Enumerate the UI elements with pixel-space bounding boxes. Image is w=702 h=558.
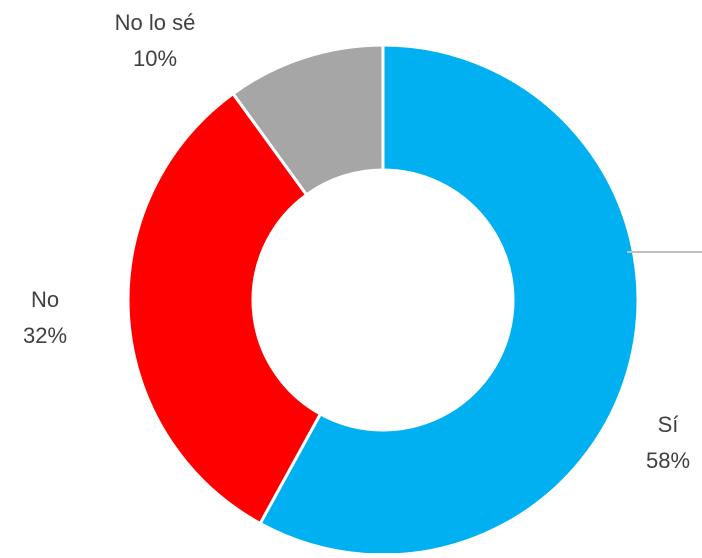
slice-no-lo-se [231,43,385,197]
slice-label-si: Sí [658,412,679,437]
slice-label-no-lo-se: No lo sé [115,10,196,35]
slice-value-label-no: 32% [23,323,67,348]
slice-no [126,91,323,526]
slice-value-label-si: 58% [646,448,690,473]
slices-group [126,43,640,557]
slice-value-label-no-lo-se: 10% [133,46,177,71]
labels-group: Sí 58% No 32% No lo sé 10% [23,10,690,473]
slice-label-no: No [31,287,59,312]
